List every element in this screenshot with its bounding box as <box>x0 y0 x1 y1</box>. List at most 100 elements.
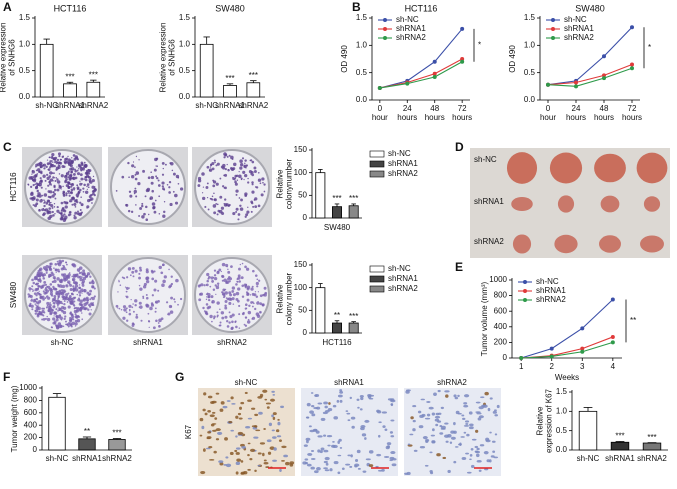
colony <box>258 279 261 282</box>
nucleus <box>247 442 251 445</box>
colony <box>27 293 30 296</box>
nucleus <box>266 406 270 409</box>
nucleus <box>377 469 383 472</box>
colony <box>244 159 247 162</box>
marker <box>546 82 550 87</box>
column-label: sh-NC <box>235 378 258 387</box>
colony <box>80 211 84 214</box>
nucleus <box>257 452 262 455</box>
x-tick-label: shRNA2 <box>637 454 667 463</box>
nucleus <box>249 448 256 452</box>
colony <box>231 158 234 160</box>
nucleus <box>437 389 441 393</box>
colony <box>212 288 216 291</box>
colony <box>145 189 149 193</box>
colony <box>234 180 237 184</box>
colony <box>75 198 78 202</box>
colony <box>139 268 143 272</box>
colony <box>206 272 210 277</box>
chart-title: HCT116 <box>54 3 87 13</box>
colony <box>33 179 35 181</box>
colony <box>243 323 246 326</box>
colony <box>237 213 241 216</box>
colony <box>216 301 220 305</box>
colony <box>257 291 259 293</box>
y-axis-label: Relativecolony number <box>276 272 294 325</box>
colony <box>120 308 123 311</box>
colony <box>56 209 60 213</box>
colony <box>78 290 82 294</box>
nucleus <box>466 471 472 474</box>
nucleus <box>364 419 370 423</box>
colony <box>145 270 149 274</box>
colony <box>122 316 126 320</box>
colony <box>155 175 158 178</box>
colony <box>138 301 142 305</box>
nucleus <box>324 469 330 472</box>
colony <box>150 269 154 273</box>
colony <box>35 169 38 172</box>
nucleus <box>477 417 482 421</box>
colony <box>216 213 219 216</box>
colony <box>228 291 232 295</box>
colony <box>158 213 161 215</box>
nucleus <box>307 452 313 456</box>
colony <box>238 313 241 316</box>
colony <box>30 304 34 308</box>
nucleus <box>333 416 339 420</box>
colony <box>131 306 134 309</box>
nucleus <box>240 471 246 475</box>
colony <box>64 215 68 220</box>
colony <box>155 319 158 323</box>
colony <box>246 292 250 297</box>
colony <box>135 195 138 198</box>
colony <box>214 276 218 281</box>
nucleus <box>285 461 290 466</box>
nucleus <box>207 409 211 413</box>
nucleus <box>272 393 276 396</box>
nucleus <box>454 396 459 400</box>
colony <box>38 171 41 173</box>
colony <box>223 289 226 291</box>
colony <box>36 189 39 193</box>
colony <box>30 185 33 188</box>
nucleus <box>240 401 245 405</box>
colony <box>53 315 55 317</box>
colony <box>151 189 154 193</box>
colony <box>86 272 91 276</box>
colony <box>149 196 154 200</box>
marker <box>432 71 437 76</box>
nucleus <box>275 429 280 433</box>
nucleus <box>475 429 479 433</box>
nucleus <box>239 406 242 410</box>
nucleus <box>417 410 422 414</box>
colony <box>62 264 64 267</box>
x-tick-label: 1 <box>519 362 524 371</box>
colony <box>150 175 155 180</box>
colony <box>127 209 131 213</box>
colony <box>40 198 43 201</box>
colony <box>119 284 122 287</box>
nucleus <box>257 464 261 467</box>
colony <box>225 203 229 207</box>
legend-marker <box>383 27 387 31</box>
colony <box>216 314 219 317</box>
nucleus <box>437 420 442 423</box>
colony <box>135 315 139 319</box>
colony <box>221 316 225 320</box>
colony <box>60 267 64 271</box>
colony <box>255 295 259 298</box>
colony <box>79 299 83 304</box>
colony <box>221 279 224 282</box>
colony <box>35 185 39 188</box>
colony <box>131 270 135 274</box>
nucleus <box>483 451 489 455</box>
colony <box>90 309 92 311</box>
colony <box>139 206 143 210</box>
colony <box>76 308 80 312</box>
colony <box>57 152 62 156</box>
colony <box>250 210 253 213</box>
colony <box>38 285 41 288</box>
nucleus <box>211 423 217 425</box>
colony <box>226 163 228 166</box>
